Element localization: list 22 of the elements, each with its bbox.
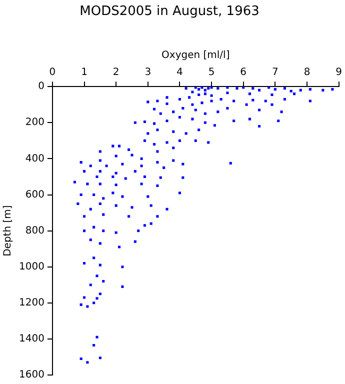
- y-tick-label: 400: [25, 153, 44, 164]
- x-tick-label: 8: [304, 67, 310, 78]
- x-tick-label: 9: [336, 67, 342, 78]
- x-tick-label: 2: [112, 67, 120, 78]
- x-tick-label: 5: [208, 67, 215, 78]
- y-tick-label: 1600: [18, 370, 44, 381]
- y-tick-label: 1000: [18, 261, 44, 272]
- y-axis-title: Depth [m]: [2, 205, 14, 256]
- y-tick-label: 1400: [18, 334, 44, 345]
- y-tick-label: 0: [38, 81, 44, 92]
- x-tick-label: 4: [176, 67, 183, 78]
- y-tick-label: 1200: [18, 297, 44, 308]
- x-tick-label: 0: [49, 67, 56, 78]
- x-tick-label: 3: [144, 67, 152, 78]
- y-tick-label: 600: [25, 189, 44, 200]
- y-tick-label: 200: [25, 117, 44, 128]
- x-tick-label: 6: [240, 67, 247, 78]
- x-axis-title: Oxygen [ml/l]: [162, 50, 230, 62]
- chart-title: MODS2005 in August, 1963: [80, 4, 260, 20]
- x-tick-label: 7: [272, 67, 278, 78]
- y-tick-label: 800: [25, 225, 44, 236]
- x-tick-label: 1: [81, 67, 88, 78]
